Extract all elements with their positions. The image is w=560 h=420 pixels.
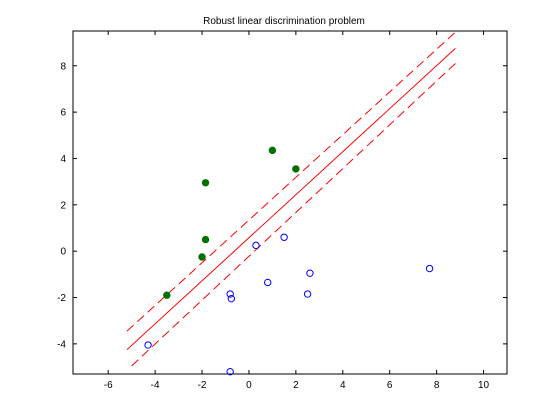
open-point xyxy=(252,241,260,250)
open-point xyxy=(144,341,152,349)
open-point xyxy=(226,367,234,376)
x-tick-label: 4 xyxy=(340,380,346,391)
x-tick-label: -4 xyxy=(151,380,160,391)
plot-area-frame xyxy=(72,30,508,375)
y-tick-label: -4 xyxy=(57,339,66,350)
separating-line xyxy=(126,48,456,351)
x-tick-label: 6 xyxy=(387,380,393,391)
open-point xyxy=(227,294,236,303)
x-tick-label: -2 xyxy=(198,380,207,391)
x-axis-ticks: -6 -4 -2 0 2 4 6 8 10 xyxy=(104,31,490,391)
x-tick-label: 8 xyxy=(434,380,440,391)
open-point xyxy=(226,290,234,298)
open-point xyxy=(303,290,312,298)
y-tick-label: 2 xyxy=(60,200,66,211)
x-tick-label: 2 xyxy=(293,380,299,391)
x-tick-label: 0 xyxy=(246,380,252,391)
y-tick-label: 8 xyxy=(60,61,66,72)
y-tick-label: 6 xyxy=(60,108,66,119)
filled-point xyxy=(268,146,277,155)
filled-point xyxy=(201,235,210,244)
y-axis-ticks: -4 -2 0 2 4 6 8 xyxy=(57,61,507,350)
filled-point xyxy=(201,179,210,187)
x-tick-label: -6 xyxy=(104,380,113,391)
open-point xyxy=(280,233,288,241)
margin-line-dashed xyxy=(126,31,456,332)
open-point xyxy=(425,264,434,273)
open-point xyxy=(306,269,314,277)
discriminator-lines xyxy=(126,31,456,367)
filled-point xyxy=(163,291,171,299)
chart-title: Robust linear discrimination problem xyxy=(203,16,365,27)
y-tick-label: 0 xyxy=(60,247,66,258)
filled-point xyxy=(292,165,300,173)
y-tick-label: 4 xyxy=(60,154,66,165)
y-tick-label: -2 xyxy=(57,293,66,304)
open-point xyxy=(264,278,272,287)
margin-line-dashed xyxy=(131,63,456,367)
filled-point xyxy=(198,253,206,261)
data-markers xyxy=(144,146,434,376)
x-tick-label: 10 xyxy=(478,380,490,391)
